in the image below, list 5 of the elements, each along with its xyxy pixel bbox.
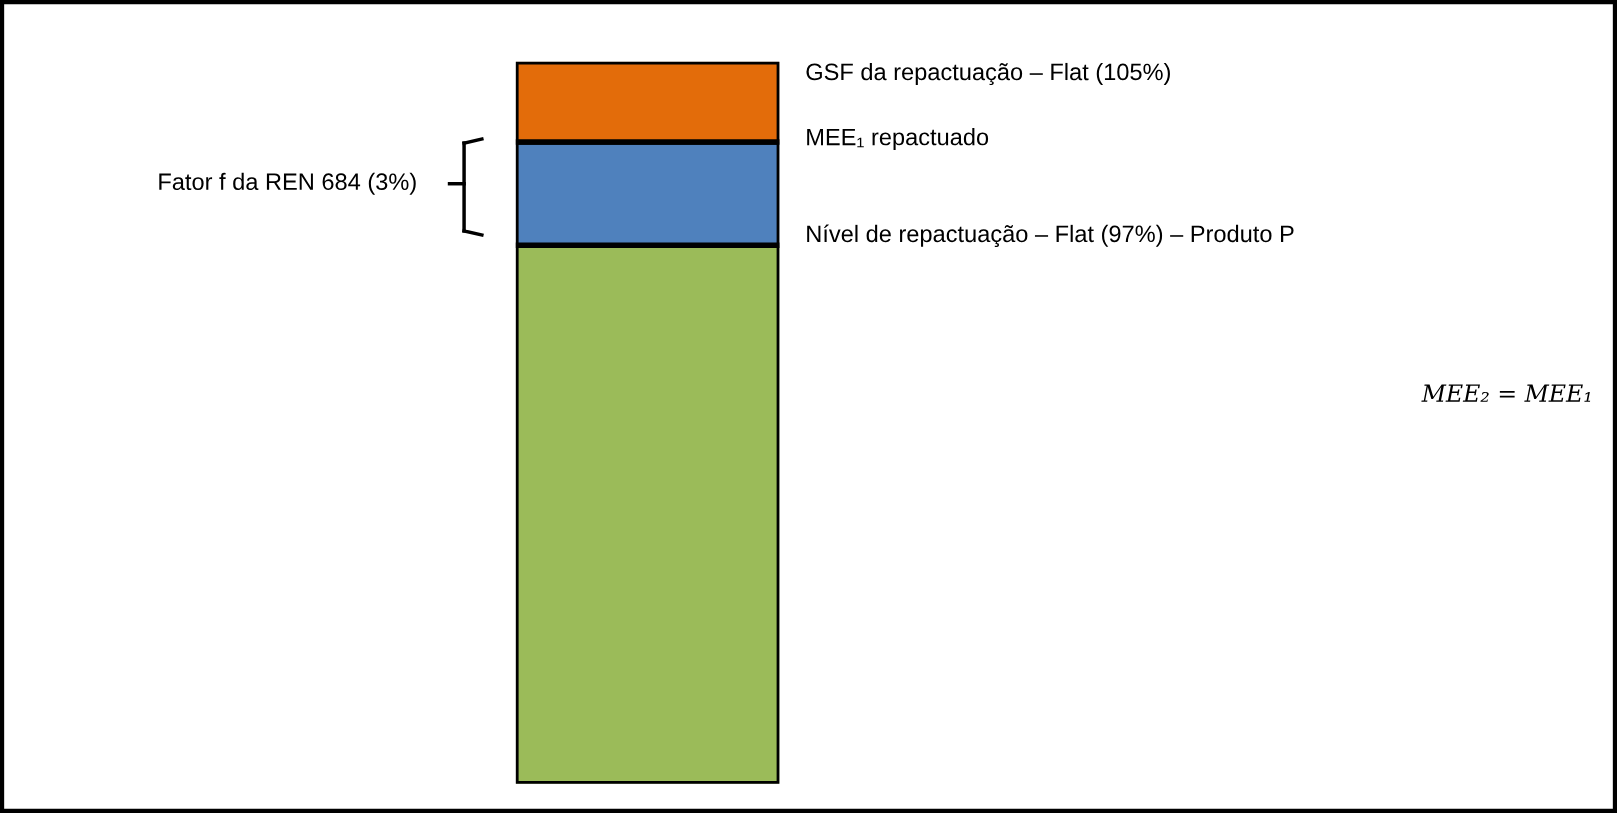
text: Fator f da REN 684 (3%): [159, 172, 416, 195]
text: MEE₂ = MEE₁: [1421, 384, 1591, 402]
text: GSF da repactuação – Flat (105%): [806, 62, 1170, 86]
text: Nível de repactuação – Flat (97%) – Produto P: [807, 224, 1294, 247]
text: MEE₁ repactuado: [807, 128, 989, 151]
